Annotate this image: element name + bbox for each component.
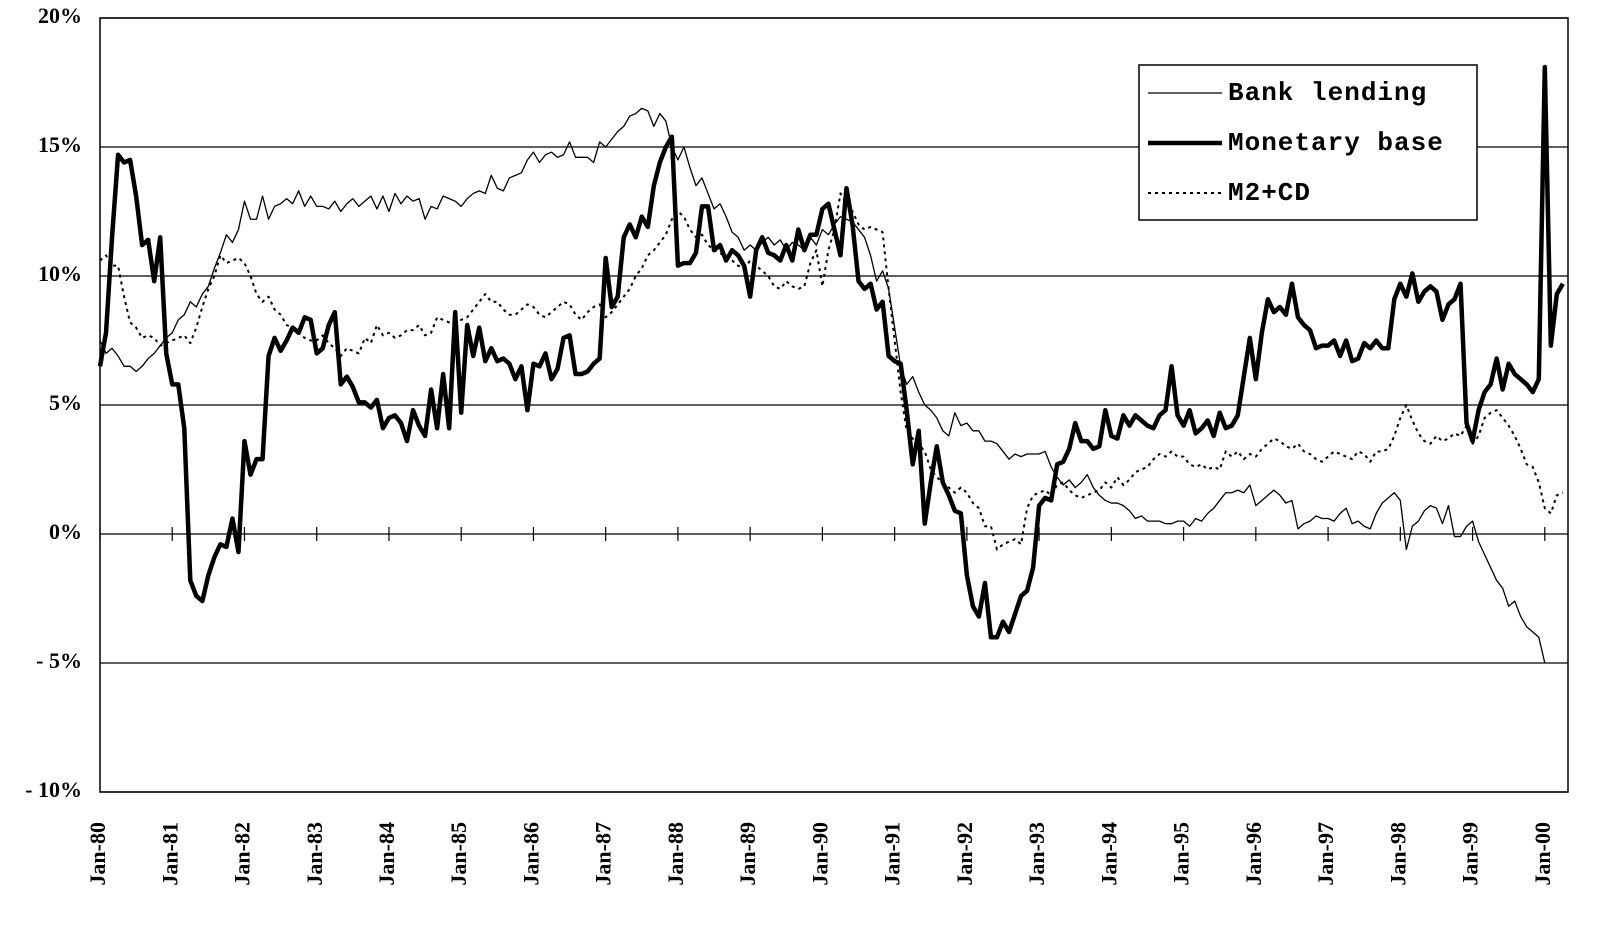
x-tick-label: Jan-99 (1458, 822, 1483, 886)
x-tick-label: Jan-95 (1169, 822, 1194, 886)
series-line (97, 64, 1565, 640)
series-line (99, 107, 1546, 664)
x-tick-label: Jan-88 (663, 822, 688, 886)
x-tick-label: Jan-98 (1385, 822, 1410, 886)
x-tick-label: Jan-87 (591, 822, 616, 886)
y-tick-label: 20% (38, 3, 82, 28)
y-tick-label: 0% (49, 519, 82, 544)
legend-label: Monetary base (1228, 128, 1444, 158)
x-tick-label: Jan-83 (302, 822, 327, 886)
x-tick-label: Jan-86 (518, 822, 543, 886)
x-tick-label: Jan-92 (952, 822, 977, 886)
y-tick-label: 15% (38, 132, 82, 157)
y-tick-label: 10% (38, 261, 82, 286)
y-tick-label: - 10% (25, 777, 82, 802)
x-tick-label: Jan-96 (1241, 822, 1266, 886)
y-tick-label: 5% (49, 390, 82, 415)
x-tick-label: Jan-94 (1096, 822, 1121, 886)
x-tick-label: Jan-84 (374, 822, 399, 886)
x-tick-label: Jan-90 (807, 822, 832, 886)
x-tick-label: Jan-91 (880, 822, 905, 886)
legend-label: Bank lending (1228, 78, 1427, 108)
x-tick-label: Jan-85 (446, 822, 471, 886)
x-tick-label: Jan-97 (1313, 822, 1338, 886)
y-tick-label: - 5% (36, 648, 82, 673)
x-tick-label: Jan-81 (157, 822, 182, 886)
x-tick-label: Jan-80 (85, 822, 110, 886)
x-tick-label: Jan-82 (230, 822, 255, 886)
x-tick-label: Jan-93 (1024, 822, 1049, 886)
legend-label: M2+CD (1228, 178, 1311, 208)
x-tick-label: Jan-89 (735, 822, 760, 886)
x-tick-label: Jan-00 (1530, 822, 1555, 886)
series-line (99, 192, 1564, 551)
